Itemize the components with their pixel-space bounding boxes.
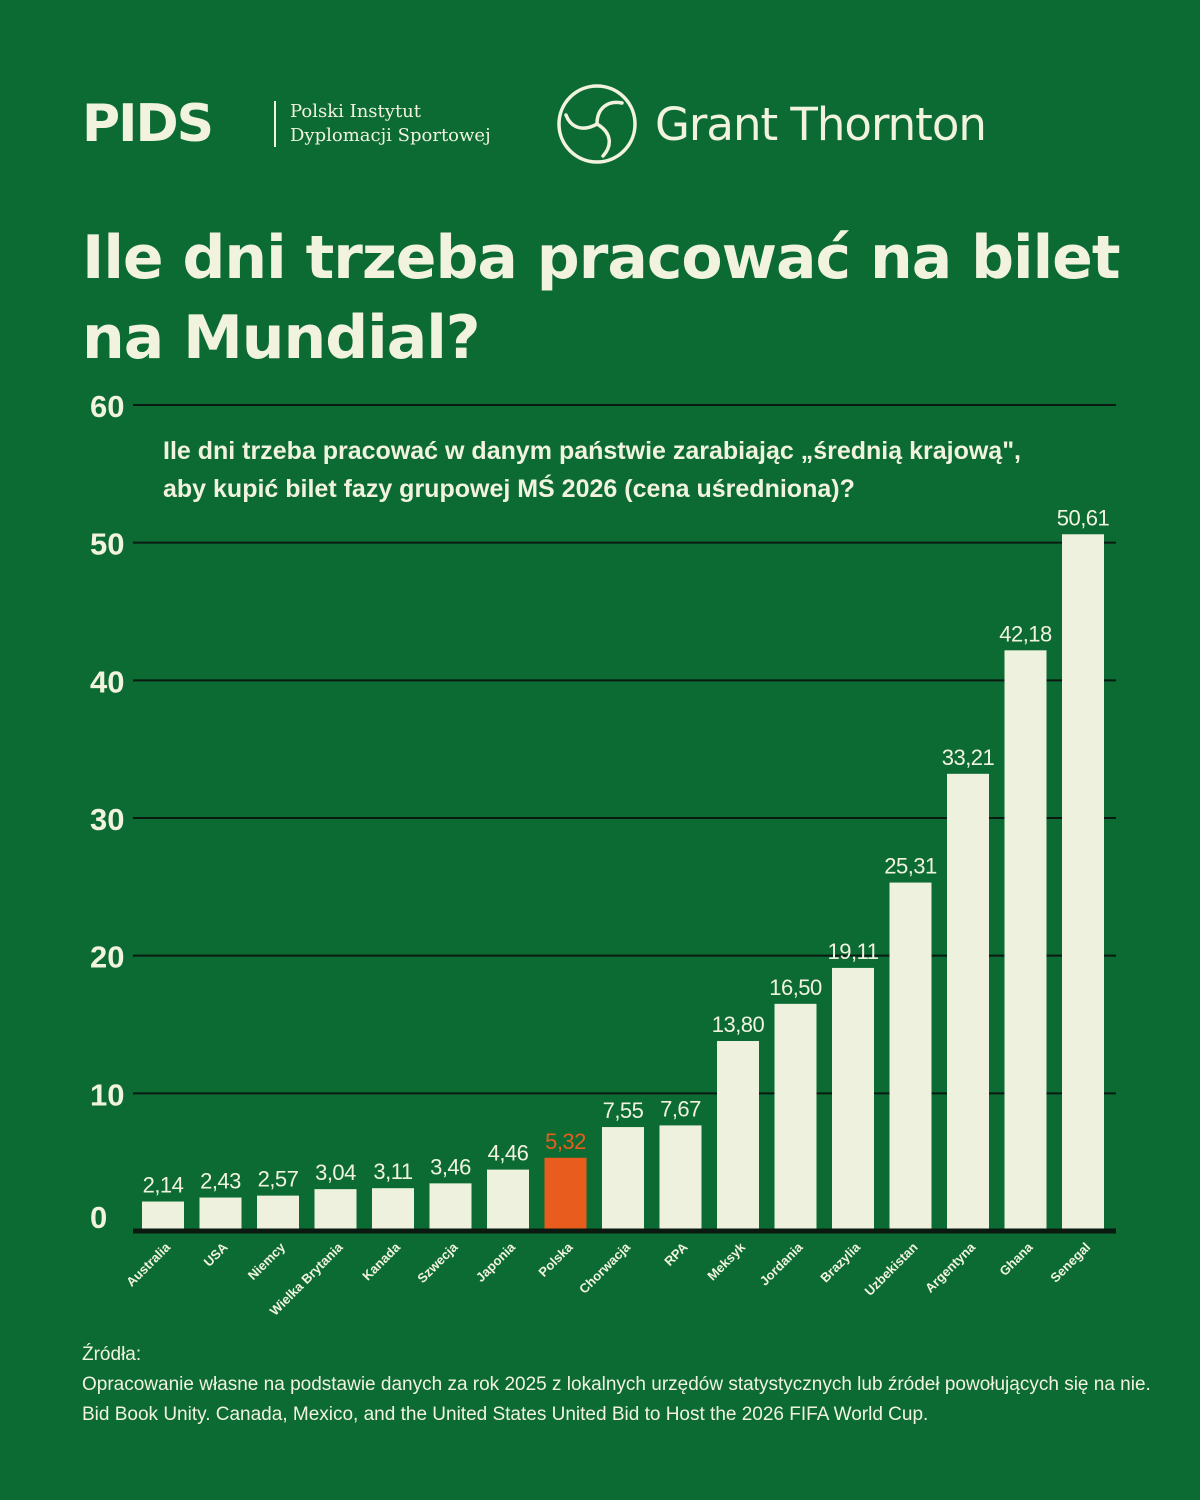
logo-divider xyxy=(274,101,276,147)
bar-brazylia xyxy=(832,967,874,1231)
value-label-meksyk: 13,80 xyxy=(712,1012,765,1037)
y-tick-label-10: 10 xyxy=(90,1077,124,1112)
value-label-argentyna: 33,21 xyxy=(942,745,995,770)
bar-usa xyxy=(199,1197,242,1231)
value-label-szwecja: 3,46 xyxy=(430,1154,471,1179)
category-label-meksyk: Meksyk xyxy=(704,1239,748,1283)
bar-chorwacja xyxy=(602,1127,644,1231)
y-tick-label-60: 60 xyxy=(90,389,124,424)
category-label-rpa: RPA xyxy=(661,1239,691,1269)
institute-name: Polski Instytut Dyplomacji Sportowej xyxy=(290,100,491,148)
y-tick-label-20: 20 xyxy=(90,940,124,975)
sources-line2: Bid Book Unity. Canada, Mexico, and the … xyxy=(82,1404,929,1425)
bar-wielka-brytania xyxy=(314,1189,357,1231)
value-label-usa: 2,43 xyxy=(200,1169,241,1194)
bar-senegal xyxy=(1062,534,1104,1231)
value-label-jordania: 16,50 xyxy=(769,975,822,1000)
institute-name-line1: Polski Instytut xyxy=(290,101,422,122)
bar-ghana xyxy=(1004,650,1047,1231)
grant-thornton-icon xyxy=(557,84,637,164)
sources-note: Źródła: Opracowanie własne na podstawie … xyxy=(82,1340,1151,1430)
category-label-japonia: Japonia xyxy=(473,1239,519,1285)
category-label-niemcy: Niemcy xyxy=(245,1239,289,1283)
value-label-niemcy: 2,57 xyxy=(258,1167,299,1192)
category-label-jordania: Jordania xyxy=(757,1239,806,1288)
value-label-rpa: 7,67 xyxy=(660,1096,701,1121)
category-label-chorwacja: Chorwacja xyxy=(576,1239,634,1297)
sources-heading: Źródła: xyxy=(82,1344,142,1365)
value-label-australia: 2,14 xyxy=(143,1173,184,1198)
category-label-szwecja: Szwecja xyxy=(414,1239,461,1286)
category-label-ghana: Ghana xyxy=(996,1239,1036,1279)
chart-subtitle: Ile dni trzeba pracować w danym państwie… xyxy=(163,432,1103,508)
bar-uzbekistan xyxy=(889,882,932,1231)
bar-polska xyxy=(544,1157,587,1231)
category-label-argentyna: Argentyna xyxy=(922,1239,979,1296)
bar-szwecja xyxy=(429,1183,472,1231)
bar-argentyna xyxy=(947,773,989,1231)
sources-line1: Opracowanie własne na podstawie danych z… xyxy=(82,1374,1151,1395)
bar-chart: 0 10 20 30 40 50 60 2,14 Australia 2,43 USA 2,57 Nie… xyxy=(90,389,1116,1319)
page-title: Ile dni trzeba pracować na bilet na Mund… xyxy=(82,223,1121,373)
category-label-australia: Australia xyxy=(123,1239,173,1289)
value-label-ghana: 42,18 xyxy=(999,621,1052,646)
value-label-brazylia: 19,11 xyxy=(828,939,879,964)
category-label-uzbekistan: Uzbekistan xyxy=(861,1239,920,1298)
bar-meksyk xyxy=(717,1041,759,1231)
category-label-usa: USA xyxy=(201,1239,231,1269)
bar-jordania xyxy=(774,1003,817,1231)
y-tick-label-50: 50 xyxy=(90,527,124,562)
value-label-chorwacja: 7,55 xyxy=(603,1098,644,1123)
y-tick-label-0: 0 xyxy=(90,1200,107,1235)
value-label-kanada: 3,11 xyxy=(373,1159,412,1184)
bar-australia xyxy=(142,1201,184,1231)
chart-subtitle-line1: Ile dni trzeba pracować w danym państwie… xyxy=(163,437,1021,465)
value-label-japonia: 4,46 xyxy=(488,1141,529,1166)
bar-rpa xyxy=(659,1125,702,1231)
pids-logo: PIDS xyxy=(82,94,214,154)
institute-name-line2: Dyplomacji Sportowej xyxy=(290,125,491,146)
y-tick-label-40: 40 xyxy=(90,664,124,699)
category-label-brazylia: Brazylia xyxy=(817,1239,863,1285)
bar-niemcy xyxy=(257,1195,299,1231)
value-label-wielka-brytania: 3,04 xyxy=(315,1160,356,1185)
chart-subtitle-line2: aby kupić bilet fazy grupowej MŚ 2026 (c… xyxy=(163,475,855,503)
category-label-polska: Polska xyxy=(535,1239,576,1280)
grant-thornton-logo: Grant Thornton xyxy=(655,98,987,151)
value-label-polska: 5,32 xyxy=(545,1129,586,1154)
value-label-senegal: 50,61 xyxy=(1057,505,1110,530)
bar-japonia xyxy=(487,1169,529,1231)
y-tick-label-30: 30 xyxy=(90,802,124,837)
bar-kanada xyxy=(372,1188,414,1231)
category-label-kanada: Kanada xyxy=(359,1239,403,1283)
value-label-uzbekistan: 25,31 xyxy=(884,854,937,879)
category-label-senegal: Senegal xyxy=(1047,1240,1093,1286)
